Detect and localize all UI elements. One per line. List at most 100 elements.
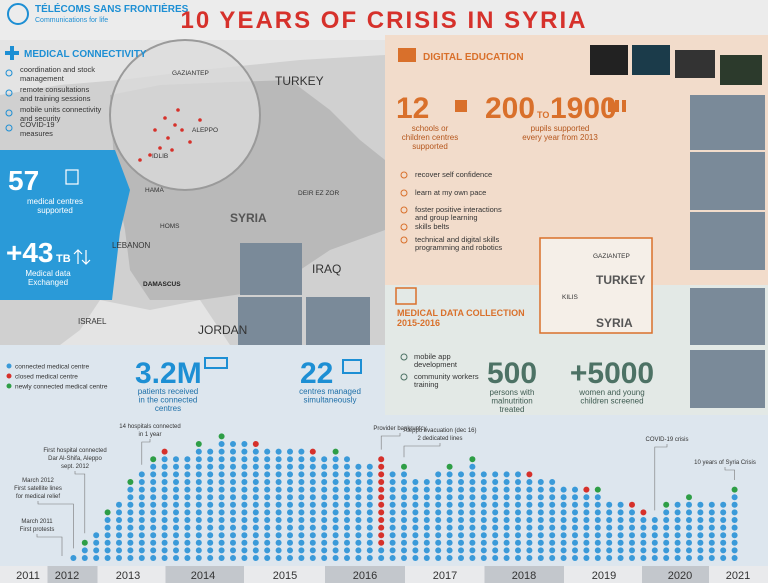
list-item: measures: [20, 129, 53, 138]
dot: [127, 494, 134, 501]
dot: [401, 524, 407, 531]
dot: [195, 539, 202, 546]
dot: [309, 463, 316, 470]
dot: [230, 517, 236, 523]
dot-stack: [446, 463, 453, 470]
dot: [264, 456, 271, 463]
dot: [275, 471, 282, 478]
dot-stack: [674, 501, 681, 561]
dot: [355, 539, 362, 546]
dot: [195, 479, 202, 485]
legend-entry: connected medical centre: [15, 364, 89, 371]
dot: [230, 441, 236, 447]
year-band: [709, 566, 768, 583]
milestone-leader: [37, 501, 74, 549]
dot: [480, 555, 487, 561]
dot-stack: [332, 448, 339, 455]
dot: [195, 509, 202, 516]
dot: [549, 501, 556, 508]
dot: [401, 471, 407, 478]
dot: [241, 456, 248, 463]
year-label: 2019: [592, 570, 616, 582]
dot: [686, 547, 692, 554]
dot: [412, 501, 419, 508]
dot-stack: [708, 501, 715, 561]
dot: [674, 517, 681, 523]
dot: [708, 524, 715, 531]
dot: [401, 486, 407, 493]
dot: [161, 547, 168, 554]
dot: [526, 479, 533, 485]
milestone-leader: [380, 433, 401, 450]
dot-stack: [184, 456, 191, 561]
year-label: 2014: [191, 570, 215, 582]
dot: [651, 524, 658, 531]
dot: [104, 555, 111, 561]
dot: [355, 494, 362, 501]
dot-stack: [161, 456, 168, 561]
dot: [435, 509, 442, 516]
dot: [309, 494, 316, 501]
dot: [127, 539, 134, 546]
dot: [503, 532, 510, 539]
dot: [674, 532, 681, 539]
dot: [230, 524, 236, 531]
dot: [731, 555, 738, 561]
dot: [458, 479, 464, 485]
dot: [686, 494, 692, 501]
dot: [207, 547, 214, 554]
dot: [241, 517, 248, 523]
map-label: KILIS: [562, 294, 579, 301]
dot: [731, 539, 738, 546]
dot: [241, 547, 248, 554]
dot: [537, 539, 544, 546]
dot-stack: [606, 501, 613, 561]
dot: [378, 501, 385, 508]
dot: [252, 547, 259, 554]
dot-stack: [401, 463, 407, 470]
dot: [81, 547, 88, 554]
dot: [161, 448, 168, 455]
dot: [321, 547, 328, 554]
dot: [537, 524, 544, 531]
dot: [138, 555, 145, 561]
dot: [549, 486, 556, 493]
bullet: [5, 109, 13, 117]
list-item: learn at my own pace: [415, 188, 486, 197]
dot: [731, 494, 738, 501]
dot: [423, 509, 430, 516]
milestone-label: Aleppo evacuation (dec 16): [403, 428, 476, 434]
dot: [218, 509, 225, 516]
dot: [366, 479, 373, 485]
dot: [309, 448, 316, 455]
dot: [287, 494, 293, 501]
stat-value: 57: [8, 165, 39, 196]
dot: [344, 479, 350, 485]
dot: [309, 501, 316, 508]
milestone-label: Provider bankruptcy: [373, 426, 426, 432]
dot: [480, 524, 487, 531]
dot: [503, 547, 510, 554]
dot-stack: [195, 441, 202, 447]
dot-stack: [640, 509, 647, 516]
dot: [594, 494, 601, 501]
list-item: and group learning: [415, 213, 478, 222]
dot: [503, 494, 510, 501]
dot: [412, 539, 419, 546]
dot: [207, 524, 214, 531]
dot: [93, 547, 100, 554]
section-title: 2015-2016: [397, 318, 440, 328]
org-tagline: Communications for life: [35, 17, 108, 24]
dot-stack: [161, 448, 168, 455]
dot: [195, 494, 202, 501]
dot: [560, 494, 567, 501]
dot: [503, 539, 510, 546]
dot: [686, 555, 692, 561]
dot: [252, 524, 259, 531]
year-label: 2011: [16, 570, 40, 582]
dot: [127, 555, 134, 561]
dot: [321, 471, 328, 478]
dot: [218, 486, 225, 493]
dot-stack: [617, 501, 624, 561]
